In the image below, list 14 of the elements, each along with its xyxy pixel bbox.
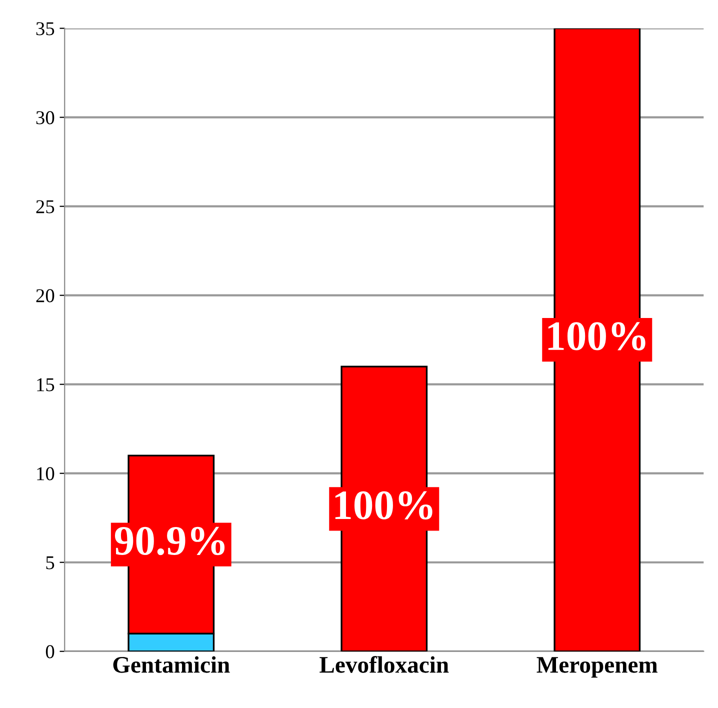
annotation: 100% [335, 491, 432, 520]
y-tick-label: 10 [37, 467, 54, 480]
x-tick-label: Meropenem [536, 657, 658, 678]
annotation: 90.9% [114, 526, 225, 556]
y-tick-label: 30 [36, 111, 54, 124]
x-tick-label: Levofloxacin [320, 656, 449, 673]
x-tick-label: Gentamicin [113, 656, 230, 673]
annotation: 100% [548, 322, 646, 350]
y-tick-label: 25 [36, 200, 54, 214]
y-tick-label: 0 [46, 645, 54, 658]
y-tick-label: 20 [36, 289, 54, 302]
y-tick-label: 5 [46, 556, 54, 570]
y-tick-label: 15 [37, 378, 54, 392]
y-tick-label: 35 [36, 22, 54, 36]
